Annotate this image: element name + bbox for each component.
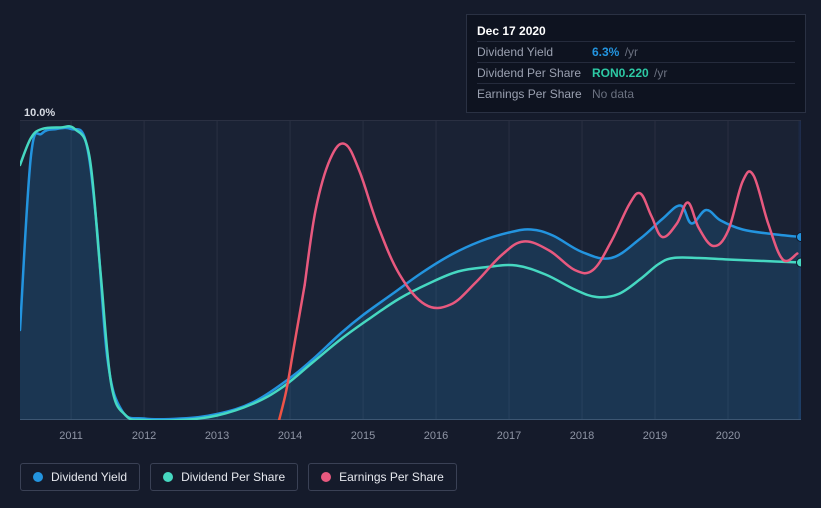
legend-item[interactable]: Dividend Yield [20,463,140,491]
x-axis-tick: 2017 [489,430,529,442]
tooltip-row: Dividend Per ShareRON0.220 /yr [477,62,795,83]
x-axis-tick: 2016 [416,430,456,442]
x-axis-tick: 2015 [343,430,383,442]
x-axis-tick: 2013 [197,430,237,442]
x-axis-tick: 2014 [270,430,310,442]
chart-tooltip: Dec 17 2020 Dividend Yield6.3% /yrDivide… [466,14,806,113]
tooltip-date: Dec 17 2020 [477,21,795,41]
tooltip-row: Earnings Per ShareNo data [477,83,795,104]
legend-label: Earnings Per Share [339,470,444,484]
tooltip-row-value: 6.3% /yr [592,45,795,59]
x-axis-tick: 2018 [562,430,602,442]
x-axis-tick: 2020 [708,430,748,442]
legend-swatch [163,472,173,482]
legend-swatch [321,472,331,482]
series-end-dot [797,258,802,267]
tooltip-row-value: No data [592,87,795,101]
legend-item[interactable]: Dividend Per Share [150,463,298,491]
x-axis-tick: 2012 [124,430,164,442]
chart-legend: Dividend Yield Dividend Per Share Earnings… [20,463,457,491]
tooltip-row: Dividend Yield6.3% /yr [477,41,795,62]
tooltip-row-value: RON0.220 /yr [592,66,795,80]
legend-item[interactable]: Earnings Per Share [308,463,457,491]
time-series-chart [20,120,801,420]
x-axis-tick: 2019 [635,430,675,442]
legend-swatch [33,472,43,482]
legend-label: Dividend Per Share [181,470,285,484]
tooltip-row-label: Earnings Per Share [477,87,592,101]
tooltip-row-label: Dividend Yield [477,45,592,59]
legend-label: Dividend Yield [51,470,127,484]
tooltip-row-label: Dividend Per Share [477,66,592,80]
y-axis-max-label: 10.0% [24,107,55,119]
x-axis-tick: 2011 [51,430,91,442]
series-end-dot [797,233,802,242]
